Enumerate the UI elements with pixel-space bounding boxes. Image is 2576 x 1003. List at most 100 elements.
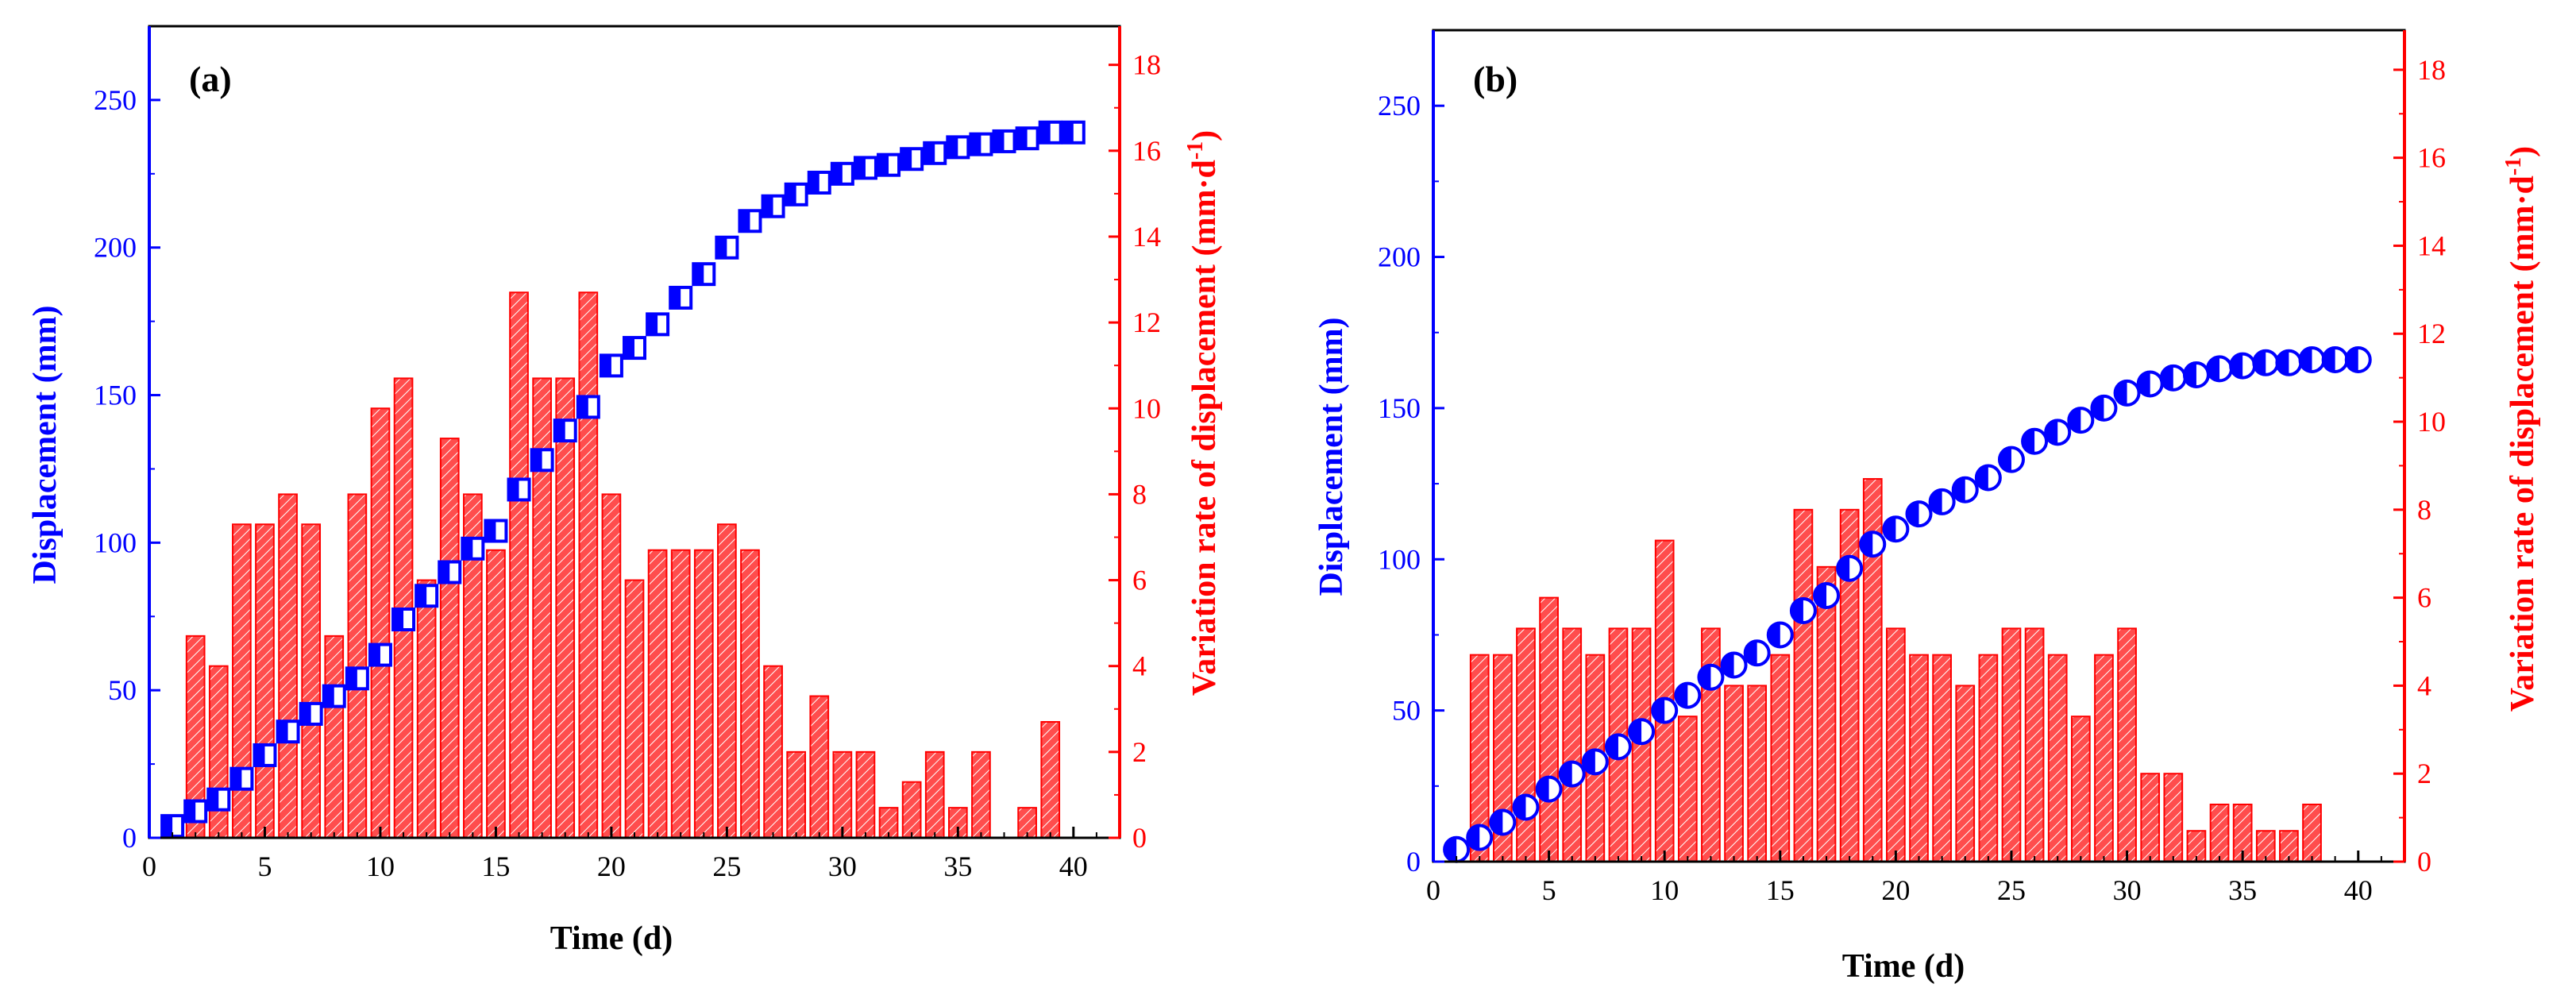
marker-fill	[924, 142, 935, 164]
x-tick-label-15: 15	[1766, 874, 1795, 906]
right-y-tick-label-12: 12	[1132, 307, 1161, 338]
displacement-point-a-28	[784, 182, 808, 206]
marker-fill	[1745, 641, 1757, 665]
marker-fill	[508, 479, 519, 500]
right-y-tick-label-2: 2	[1132, 736, 1147, 768]
marker-fill	[254, 744, 265, 766]
displacement-point-b-3	[1489, 808, 1517, 836]
left-y-tick-label-150: 150	[94, 380, 137, 411]
rate-bar-b-28	[2070, 716, 2091, 863]
marker-fill	[416, 585, 427, 607]
right-y-tick-label-0: 0	[1132, 822, 1147, 854]
marker-fill	[1537, 777, 1549, 801]
displacement-point-a-11	[391, 607, 416, 631]
displacement-point-b-11	[1674, 681, 1702, 709]
displacement-point-a-7	[299, 701, 323, 726]
marker-fill	[878, 154, 889, 176]
rate-bar-b-5	[1539, 596, 1559, 862]
rate-bar-a-8	[324, 635, 345, 839]
displacement-point-b-8	[1604, 733, 1632, 761]
displacement-point-a-9	[345, 666, 369, 691]
marker-fill	[485, 520, 496, 542]
displacement-point-b-36	[2252, 349, 2280, 376]
marker-fill	[1999, 447, 2011, 472]
right-y-tick-label-14: 14	[1132, 221, 1161, 253]
marker-fill	[831, 163, 843, 184]
marker-fill	[2069, 408, 2081, 433]
displacement-point-a-15	[484, 519, 508, 543]
x-tick-label-10: 10	[366, 851, 395, 882]
displacement-point-a-14	[461, 536, 485, 561]
displacement-point-a-39	[1038, 120, 1062, 145]
rate-bar-a-34	[924, 750, 945, 839]
displacement-point-a-12	[415, 584, 439, 608]
marker-fill	[462, 538, 473, 559]
displacement-point-a-21	[623, 336, 646, 361]
left-axis-title-a: Displacement (mm)	[27, 305, 64, 584]
right-axis-title-main-a: Variation rate of displacement (mm·d	[1186, 160, 1223, 696]
displacement-point-a-18	[553, 419, 577, 443]
left-y-tick-label-100: 100	[1378, 543, 1421, 575]
displacement-point-a-16	[507, 477, 531, 502]
marker-fill	[2346, 347, 2358, 372]
marker-fill	[1976, 465, 1988, 490]
rate-bar-b-11	[1677, 716, 1698, 863]
marker-fill	[1722, 653, 1734, 677]
displacement-point-b-24	[1974, 464, 2002, 492]
right-axis-title-main-b: Variation rate of displacement (mm·d	[2505, 176, 2541, 712]
rate-bar-a-36	[971, 750, 991, 839]
marker-fill	[208, 789, 219, 810]
rate-bar-a-16	[509, 291, 529, 839]
x-tick-label-30: 30	[828, 851, 857, 882]
displacement-point-b-2	[1466, 824, 1494, 851]
right-axis-title-sup-b: -1	[2501, 157, 2526, 176]
x-tick-label-30: 30	[2113, 874, 2142, 906]
displacement-point-b-20	[1882, 515, 1910, 543]
rate-bar-b-30	[2117, 627, 2137, 863]
x-tick-label-40: 40	[2344, 874, 2373, 906]
marker-fill	[162, 816, 173, 837]
x-tick-label-25: 25	[1997, 874, 2026, 906]
marker-fill	[624, 338, 634, 359]
x-tick-label-20: 20	[597, 851, 626, 882]
rate-bar-a-24	[693, 549, 714, 839]
displacement-point-a-4	[229, 766, 254, 791]
displacement-point-a-38	[1015, 126, 1039, 151]
x-tick-label-35: 35	[943, 851, 972, 882]
rate-bar-a-3	[208, 665, 229, 839]
displacement-point-b-31	[2136, 370, 2164, 398]
rate-bar-a-30	[832, 750, 853, 839]
x-tick-label-35: 35	[2228, 874, 2257, 906]
rate-bars-a	[185, 291, 1061, 839]
displacement-point-b-38	[2298, 345, 2326, 373]
displacement-point-a-24	[692, 262, 716, 287]
x-tick-label-15: 15	[481, 851, 510, 882]
displacement-point-a-3	[206, 787, 231, 812]
displacement-markers-a	[160, 120, 1086, 839]
rate-bar-a-27	[763, 665, 783, 839]
rate-bar-a-5	[255, 523, 275, 839]
displacement-point-a-40	[1061, 120, 1086, 145]
displacement-point-b-40	[2344, 345, 2372, 373]
rate-bar-a-21	[624, 579, 645, 839]
displacement-point-a-17	[530, 448, 554, 473]
displacement-point-b-30	[2113, 379, 2141, 407]
marker-fill	[1062, 122, 1074, 143]
displacement-point-b-19	[1859, 530, 1887, 558]
left-y-tick-label-250: 250	[1378, 90, 1421, 122]
marker-fill	[393, 608, 404, 630]
marker-fill	[1490, 810, 1503, 835]
marker-fill	[1606, 735, 1618, 759]
rate-bar-b-24	[1978, 654, 1999, 863]
panel-label-a: (a)	[189, 59, 232, 99]
marker-fill	[1583, 750, 1595, 774]
displacement-point-b-4	[1512, 793, 1540, 821]
rate-bar-a-17	[532, 377, 552, 839]
right-y-tick-label-12: 12	[2417, 318, 2446, 349]
displacement-point-a-31	[853, 156, 877, 180]
rate-bar-a-28	[786, 750, 807, 839]
rate-bar-b-16	[1793, 508, 1814, 862]
marker-fill	[369, 644, 380, 665]
displacement-markers-b	[1443, 345, 2372, 863]
displacement-point-b-13	[1720, 651, 1748, 679]
